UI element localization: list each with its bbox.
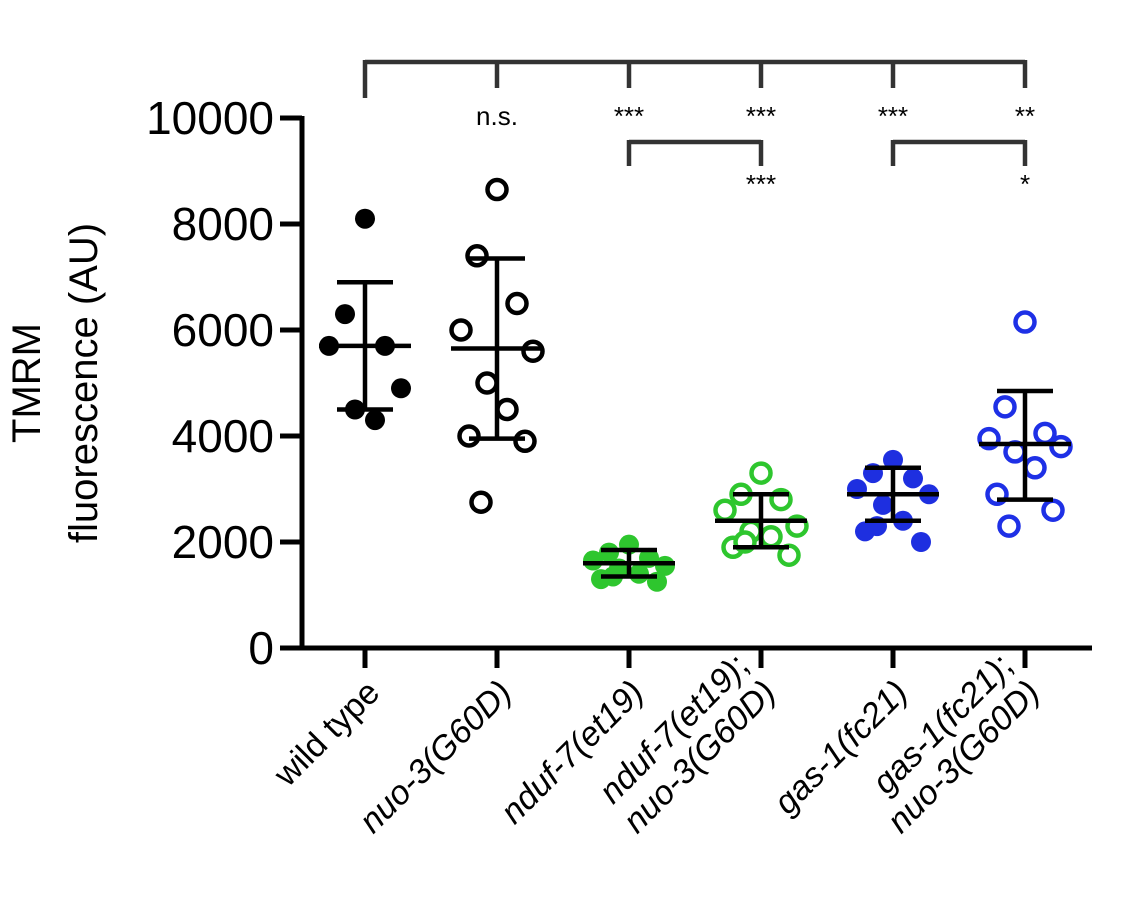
category-label: wild type — [266, 673, 387, 794]
data-point — [1049, 434, 1073, 459]
data-point — [713, 498, 737, 522]
data-point — [365, 410, 385, 431]
data-point — [391, 378, 411, 399]
axes — [299, 116, 1092, 651]
data-point — [513, 429, 537, 454]
data-point — [521, 339, 545, 363]
data-point — [335, 304, 355, 325]
data-point — [355, 208, 375, 229]
data-point — [495, 397, 519, 422]
significance-label: *** — [878, 101, 908, 131]
data-point — [655, 555, 675, 576]
significance-label: *** — [746, 101, 776, 131]
category-labels: wild typenuo-3(G60D)nduf-7(et19)nduf-7(e… — [266, 646, 1047, 840]
y-tick-label: 6000 — [172, 304, 274, 356]
data-point — [883, 449, 903, 470]
x-axis-ticks — [362, 648, 1028, 668]
data-point — [469, 490, 493, 514]
data-point — [1041, 498, 1065, 522]
data-point — [903, 468, 923, 489]
y-axis-ticks: 0 2000 4000 6000 8000 10000 — [146, 92, 302, 674]
significance-label: * — [1020, 169, 1030, 199]
data-point — [997, 514, 1021, 538]
data-point — [749, 461, 773, 485]
data-point — [993, 395, 1017, 419]
significance-annotations: n.s. *** *** *** ***** * — [362, 59, 1035, 199]
data-point — [911, 532, 931, 552]
y-tick-label: 2000 — [172, 516, 274, 568]
mean-sd-bars — [319, 256, 1071, 579]
significance-label: *** — [746, 169, 776, 199]
significance-label: *** — [614, 101, 644, 131]
y-tick-label: 4000 — [172, 410, 274, 462]
y-tick-label: 10000 — [146, 92, 274, 144]
data-point — [1013, 310, 1037, 334]
category-label: gas-1(fc21);nuo-3(G60D) — [865, 646, 1047, 840]
significance-label: n.s. — [476, 101, 518, 131]
data-point — [475, 371, 499, 395]
category-label-part: wild type — [266, 673, 387, 794]
data-point — [599, 542, 619, 563]
data-point — [629, 563, 649, 584]
y-tick-label: 8000 — [172, 198, 274, 250]
y-tick-label: 0 — [248, 622, 274, 674]
y-axis-title-line-1: TMRM — [5, 323, 49, 443]
data-point — [457, 424, 481, 448]
significance-label: ** — [1015, 101, 1035, 131]
y-axis-title-line-2: fluorescence (AU) — [62, 223, 106, 543]
data-point — [873, 494, 893, 515]
category-label: nduf-7(et19);nuo-3(G60D) — [592, 646, 783, 840]
data-point — [485, 177, 509, 202]
data-point — [505, 291, 529, 316]
category-label-line: wild type — [266, 673, 387, 794]
data-points — [319, 177, 1073, 592]
data-point — [759, 524, 783, 549]
data-point — [465, 244, 489, 268]
data-point — [449, 318, 473, 342]
data-point — [583, 550, 603, 571]
data-point — [1023, 456, 1047, 480]
